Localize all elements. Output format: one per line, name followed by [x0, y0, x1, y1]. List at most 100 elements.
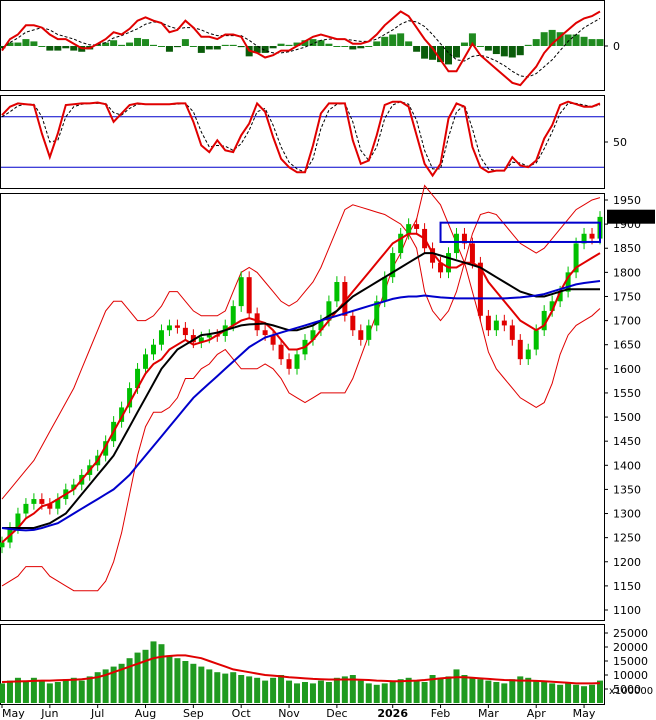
macd-histogram-bar [38, 46, 46, 47]
macd-histogram-bar [460, 42, 468, 46]
macd-histogram-bar [229, 44, 237, 46]
macd-histogram-bar [452, 46, 460, 58]
candle-body [39, 499, 45, 504]
macd-histogram-bar [102, 42, 110, 46]
candle-body [517, 339, 523, 360]
candle-body [477, 262, 483, 316]
candle-body [158, 330, 164, 345]
volume-bar [421, 682, 428, 703]
macd-histogram-bar [269, 46, 277, 49]
macd-histogram-bar [588, 39, 596, 46]
month-label: Feb [431, 707, 450, 720]
volume-bar [246, 676, 253, 703]
price-tick-label: 1350 [613, 483, 641, 496]
volume-bar [581, 686, 588, 703]
macd-histogram-bar [237, 46, 245, 48]
macd-histogram-bar [221, 44, 229, 46]
macd-histogram-bar [14, 42, 22, 46]
month-label: 2026 [377, 707, 408, 720]
candle-body [119, 407, 125, 422]
candle-body [573, 243, 579, 273]
volume-tick-label: 20000 [613, 641, 648, 654]
volume-bar [158, 644, 165, 703]
volume-bar [533, 680, 540, 703]
candle-body [485, 315, 491, 331]
candle-body [55, 499, 61, 509]
month-label: Jul [90, 707, 104, 720]
volume-bar [597, 680, 603, 703]
bollinger-lower-band [1, 184, 601, 592]
macd-histogram-bar [572, 34, 580, 46]
price-tick-label: 1100 [613, 604, 641, 617]
month-label: May [573, 707, 596, 720]
macd-histogram-bar [540, 32, 548, 46]
volume-bar [365, 683, 372, 703]
candle-body [0, 542, 5, 548]
price-tick-label: 1200 [613, 556, 641, 569]
month-label: May [2, 707, 25, 720]
macd-histogram-bar [118, 44, 126, 46]
volume-bar [278, 675, 285, 703]
macd-histogram-bar [309, 39, 317, 46]
volume-bar [541, 682, 548, 703]
candle-body [350, 315, 356, 331]
price-tick-label: 1600 [613, 363, 641, 376]
month-label: Dec [326, 707, 347, 720]
volume-bar [509, 679, 516, 703]
volume-bar [22, 682, 29, 703]
volume-bar [238, 675, 245, 703]
volume-bar [142, 649, 149, 703]
volume-bar [134, 652, 141, 703]
candle-body [238, 277, 244, 307]
volume-bar [222, 673, 229, 703]
volume-bar [254, 677, 261, 703]
volume-bar [286, 680, 293, 703]
macd-histogram-bar [277, 43, 285, 46]
resistance-zone-box [439, 221, 601, 243]
macd-histogram-bar [476, 46, 484, 47]
volume-bar [501, 683, 508, 703]
volume-bar [190, 663, 197, 703]
volume-bar [78, 680, 85, 703]
volume-bar [333, 677, 340, 703]
candle-body [318, 320, 324, 331]
macd-histogram-bar [413, 46, 421, 52]
macd-histogram-bar [213, 46, 221, 50]
bollinger-upper-band [1, 197, 601, 500]
macd-histogram-bar [492, 46, 500, 55]
candle-body [589, 233, 595, 239]
candle-body [246, 277, 252, 314]
candle-body [374, 301, 380, 326]
macd-histogram-bar [94, 44, 102, 46]
candle-body [453, 233, 459, 254]
volume-bar [294, 683, 301, 703]
macd-histogram-bar [548, 29, 556, 46]
candle-body [166, 325, 172, 331]
month-label: Sep [183, 707, 204, 720]
volume-bar [405, 677, 412, 703]
candle-body [565, 272, 571, 292]
volume-bar [557, 684, 564, 703]
macd-histogram-bar [157, 46, 165, 47]
volume-bar [485, 680, 492, 703]
volume-bar [429, 675, 436, 703]
macd-histogram-bar [173, 46, 181, 48]
macd-histogram-bar [508, 46, 516, 58]
volume-bar [453, 669, 460, 703]
macd-histogram-bar [445, 46, 453, 65]
candle-body [382, 277, 388, 302]
macd-histogram-bar [341, 46, 349, 47]
volume-bar [6, 680, 13, 703]
volume-bar [206, 669, 213, 703]
price-tick-label: 1950 [613, 194, 641, 207]
candle-body [461, 233, 467, 244]
volume-bar [54, 682, 61, 703]
volume-bar [0, 683, 5, 703]
candle-body [525, 349, 531, 360]
volume-bar [573, 684, 580, 703]
volume-bar [397, 679, 404, 703]
price-tick-label: 1550 [613, 387, 641, 400]
price-tick-label: 1300 [613, 508, 641, 521]
